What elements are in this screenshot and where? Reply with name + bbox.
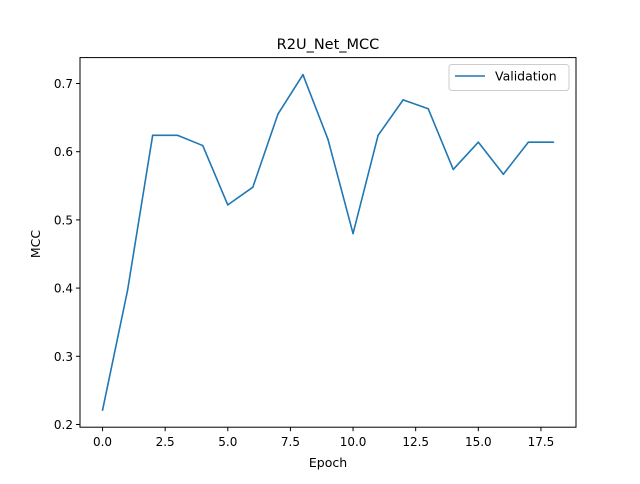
data-point (502, 173, 505, 176)
x-tick-label: 17.5 (528, 435, 555, 449)
y-tick-label: 0.4 (54, 282, 73, 296)
data-point (252, 186, 254, 188)
axis-ticks: 0.0 2.5 5.0 7.5 10.0 12.5 15.0 17.5 0.2 0.3 0.4 0.5… (54, 77, 554, 449)
data-point (377, 134, 379, 137)
data-point (452, 168, 455, 171)
data-point (327, 138, 329, 141)
data-point (151, 134, 154, 137)
data-point (201, 144, 204, 147)
data-point (477, 141, 480, 143)
data-point (527, 141, 530, 143)
y-tick-label: 0.2 (54, 418, 73, 432)
series-layer (101, 73, 555, 411)
data-point (126, 289, 129, 291)
data-point (277, 113, 279, 115)
y-axis-label: MCC (28, 230, 43, 259)
data-point (552, 141, 555, 143)
legend-box (448, 64, 570, 91)
x-axis-label: Epoch (309, 455, 347, 470)
plot-frame (79, 57, 577, 428)
data-point (352, 232, 354, 235)
x-tick-label: 10.0 (340, 435, 367, 449)
data-point (402, 99, 404, 101)
data-point (101, 409, 104, 411)
x-tick-label: 2.5 (156, 435, 175, 449)
y-tick-label: 0.5 (54, 213, 73, 227)
chart-title: R2U_Net_MCC (277, 37, 380, 53)
x-tick-label: 7.5 (281, 435, 300, 449)
x-tick-label: 0.0 (93, 435, 112, 449)
y-tick-label: 0.3 (54, 350, 73, 364)
data-point (176, 134, 179, 137)
legend: Validation (448, 64, 570, 91)
data-point (427, 107, 430, 110)
y-tick-label: 0.7 (54, 77, 73, 91)
legend-label: Validation (495, 69, 557, 84)
y-tick-label: 0.6 (54, 145, 73, 159)
x-tick-label: 5.0 (218, 435, 237, 449)
x-tick-label: 12.5 (402, 435, 429, 449)
x-tick-label: 15.0 (465, 435, 492, 449)
data-point (226, 204, 229, 206)
data-point (302, 73, 304, 76)
